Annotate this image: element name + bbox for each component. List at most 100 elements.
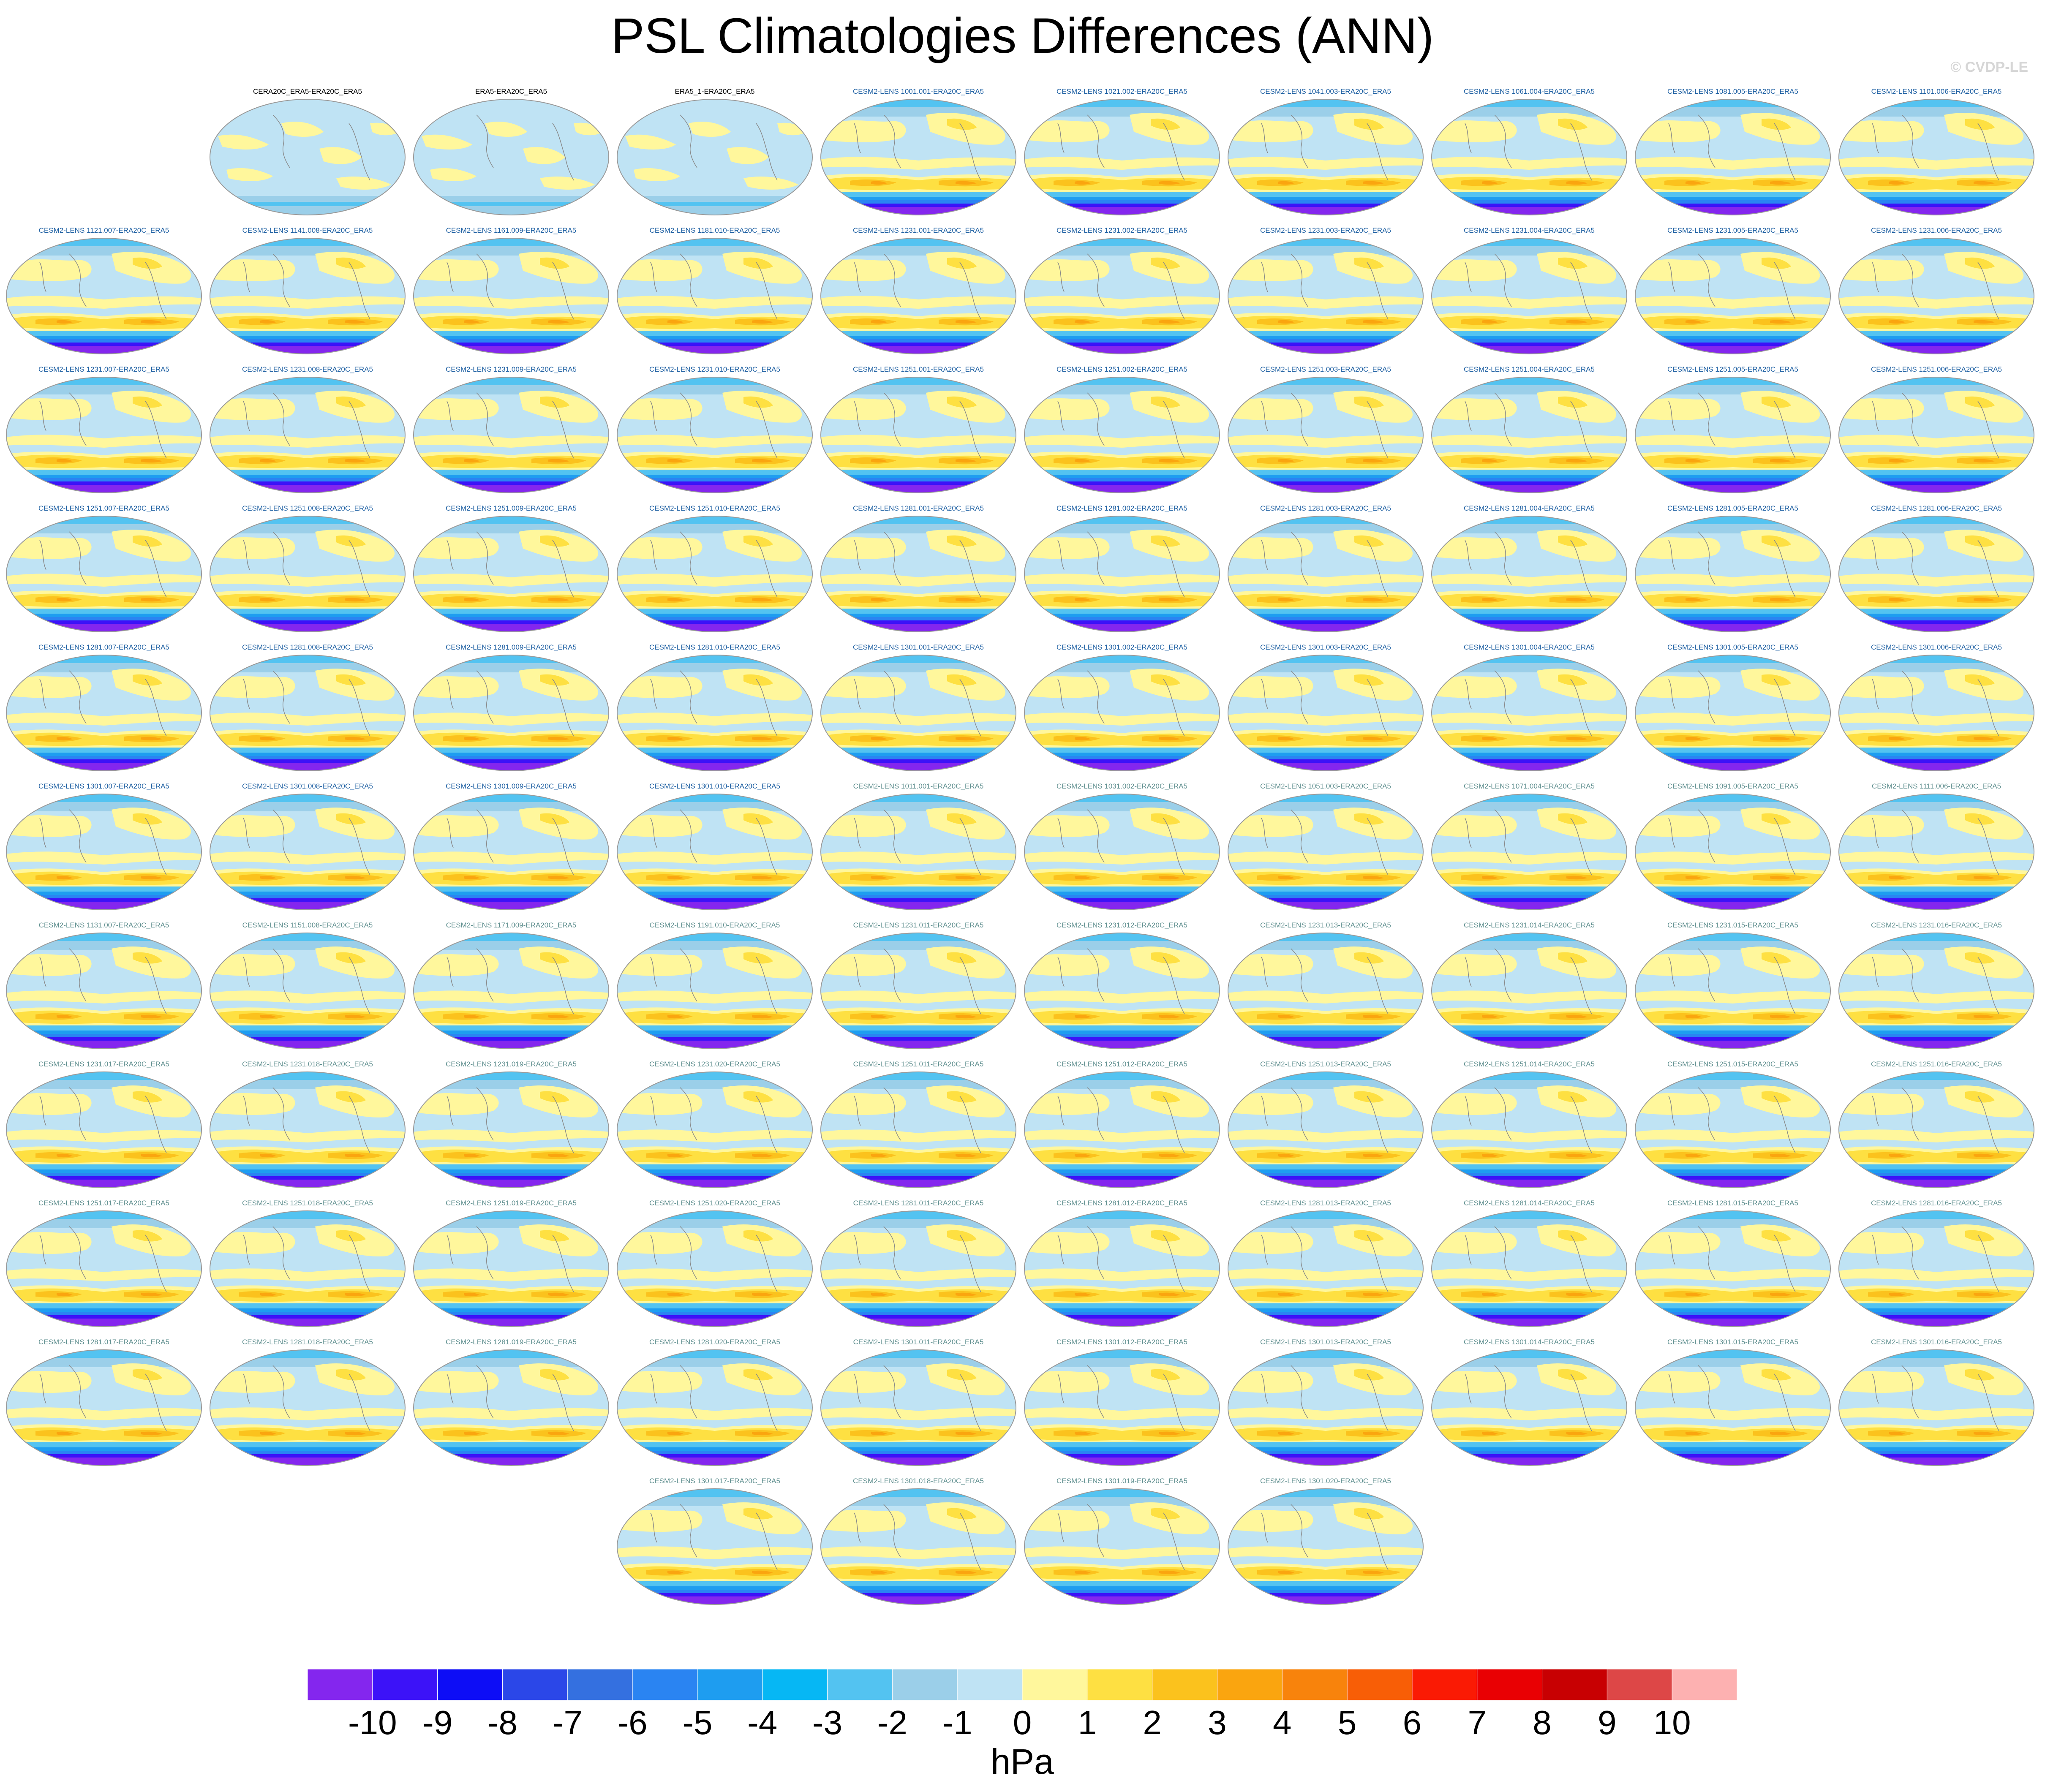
panel-title: CESM2-LENS 1231.010-ERA20C_ERA5 (649, 365, 780, 373)
map-outline (210, 1210, 406, 1327)
colorbar-tick-label: -2 (877, 1704, 907, 1741)
panel-title: CESM2-LENS 1141.008-ERA20C_ERA5 (242, 226, 373, 234)
map-outline (413, 655, 609, 771)
panel-title: CESM2-LENS 1301.006-ERA20C_ERA5 (1871, 643, 2002, 651)
colorbar-swatch (1152, 1669, 1217, 1701)
colorbar-swatch (1217, 1669, 1283, 1701)
map-panel: CESM2-LENS 1281.003-ERA20C_ERA5 (1228, 504, 1424, 632)
map-outline (617, 933, 813, 1049)
map-panel: CESM2-LENS 1231.016-ERA20C_ERA5 (1838, 921, 2034, 1049)
map-outline (820, 1349, 1016, 1466)
map-outline (1838, 1349, 2034, 1466)
map-panel: CESM2-LENS 1301.004-ERA20C_ERA5 (1431, 643, 1627, 771)
panel-title: CERA20C_ERA5-ERA20C_ERA5 (253, 87, 362, 95)
watermark: © CVDP-LE (1950, 59, 2028, 75)
map-panel: CESM2-LENS 1251.006-ERA20C_ERA5 (1838, 365, 2034, 493)
map-panel: CESM2-LENS 1251.011-ERA20C_ERA5 (820, 1060, 1016, 1188)
panel-title: CESM2-LENS 1171.009-ERA20C_ERA5 (446, 921, 577, 929)
map-outline (413, 377, 609, 493)
map-panel: CESM2-LENS 1231.003-ERA20C_ERA5 (1228, 226, 1424, 354)
map-panel: CESM2-LENS 1281.019-ERA20C_ERA5 (413, 1338, 609, 1466)
colorbar-swatch (1087, 1669, 1153, 1701)
panel-title: CESM2-LENS 1251.004-ERA20C_ERA5 (1464, 365, 1595, 373)
panel-title: CESM2-LENS 1281.007-ERA20C_ERA5 (38, 643, 169, 651)
map-outline (210, 794, 406, 910)
map-outline (617, 516, 813, 632)
map-outline (1838, 516, 2034, 632)
map-panel: CESM2-LENS 1251.012-ERA20C_ERA5 (1024, 1060, 1220, 1188)
map-outline (820, 516, 1016, 632)
panel-title: CESM2-LENS 1251.007-ERA20C_ERA5 (38, 504, 169, 512)
colorbar-tick-label: 4 (1273, 1704, 1292, 1741)
map-panel: CESM2-LENS 1251.001-ERA20C_ERA5 (820, 365, 1016, 493)
map-panel: CESM2-LENS 1281.020-ERA20C_ERA5 (617, 1338, 813, 1466)
map-panel: CESM2-LENS 1231.006-ERA20C_ERA5 (1838, 226, 2034, 354)
map-panel: CESM2-LENS 1281.007-ERA20C_ERA5 (6, 643, 202, 771)
map-outline (6, 1210, 202, 1327)
map-panel: CESM2-LENS 1281.016-ERA20C_ERA5 (1838, 1199, 2034, 1327)
panel-title: CESM2-LENS 1231.007-ERA20C_ERA5 (38, 365, 169, 373)
map-outline (413, 1071, 609, 1188)
panel-title: CESM2-LENS 1041.003-ERA20C_ERA5 (1260, 87, 1391, 95)
map-outline (820, 99, 1016, 215)
map-outline (1635, 1071, 1831, 1188)
map-panel: CESM2-LENS 1301.017-ERA20C_ERA5 (617, 1477, 813, 1605)
map-outline (210, 238, 406, 354)
panel-title: CESM2-LENS 1081.005-ERA20C_ERA5 (1667, 87, 1798, 95)
panel-title: CESM2-LENS 1251.015-ERA20C_ERA5 (1667, 1060, 1798, 1068)
map-outline (1431, 516, 1627, 632)
map-panel: CESM2-LENS 1301.020-ERA20C_ERA5 (1228, 1477, 1424, 1605)
map-panel: CESM2-LENS 1251.009-ERA20C_ERA5 (413, 504, 609, 632)
map-panel: CESM2-LENS 1281.013-ERA20C_ERA5 (1228, 1199, 1424, 1327)
panel-title: CESM2-LENS 1301.008-ERA20C_ERA5 (242, 782, 373, 790)
colorbar-tick-label: 1 (1078, 1704, 1097, 1741)
map-panel: CESM2-LENS 1231.020-ERA20C_ERA5 (617, 1060, 813, 1188)
colorbar-swatch (567, 1669, 633, 1701)
panel-title: CESM2-LENS 1161.009-ERA20C_ERA5 (446, 226, 577, 234)
map-panel: CESM2-LENS 1301.014-ERA20C_ERA5 (1431, 1338, 1627, 1466)
panel-title: ERA5_1-ERA20C_ERA5 (675, 87, 755, 95)
map-panel: CESM2-LENS 1281.009-ERA20C_ERA5 (413, 643, 609, 771)
map-panel: CESM2-LENS 1301.008-ERA20C_ERA5 (210, 782, 406, 910)
map-panel: CESM2-LENS 1011.001-ERA20C_ERA5 (820, 782, 1016, 910)
colorbar-swatch (372, 1669, 438, 1701)
map-outline (1228, 1210, 1424, 1327)
map-outline (1635, 1210, 1831, 1327)
panel-title: CESM2-LENS 1101.006-ERA20C_ERA5 (1871, 87, 2002, 95)
colorbar-swatch (1022, 1669, 1088, 1701)
map-panel: CESM2-LENS 1281.006-ERA20C_ERA5 (1838, 504, 2034, 632)
panel-title: CESM2-LENS 1051.003-ERA20C_ERA5 (1260, 782, 1391, 790)
map-outline (413, 933, 609, 1049)
panel-title: CESM2-LENS 1301.014-ERA20C_ERA5 (1464, 1338, 1595, 1346)
map-outline (1228, 238, 1424, 354)
map-panel: CESM2-LENS 1061.004-ERA20C_ERA5 (1431, 87, 1627, 215)
panel-title: CESM2-LENS 1281.020-ERA20C_ERA5 (649, 1338, 780, 1346)
map-panel: CESM2-LENS 1231.012-ERA20C_ERA5 (1024, 921, 1220, 1049)
panel-title: CESM2-LENS 1301.020-ERA20C_ERA5 (1260, 1477, 1391, 1485)
map-panel: CESM2-LENS 1281.015-ERA20C_ERA5 (1635, 1199, 1831, 1327)
colorbar-swatch (1672, 1669, 1737, 1701)
panel-title: CESM2-LENS 1231.008-ERA20C_ERA5 (242, 365, 373, 373)
panel-title: CESM2-LENS 1301.009-ERA20C_ERA5 (446, 782, 577, 790)
panel-title: CESM2-LENS 1251.017-ERA20C_ERA5 (38, 1199, 169, 1207)
map-panel: CESM2-LENS 1231.009-ERA20C_ERA5 (413, 365, 609, 493)
panel-title: CESM2-LENS 1231.009-ERA20C_ERA5 (446, 365, 577, 373)
panel-title: CESM2-LENS 1301.001-ERA20C_ERA5 (853, 643, 984, 651)
panel-title: CESM2-LENS 1281.006-ERA20C_ERA5 (1871, 504, 2002, 512)
map-panel: CESM2-LENS 1281.001-ERA20C_ERA5 (820, 504, 1016, 632)
colorbar-swatch (1412, 1669, 1478, 1701)
map-outline (6, 655, 202, 771)
panel-title: CESM2-LENS 1231.018-ERA20C_ERA5 (242, 1060, 373, 1068)
map-outline (1431, 1349, 1627, 1466)
map-outline (1228, 377, 1424, 493)
panel-title: CESM2-LENS 1301.010-ERA20C_ERA5 (649, 782, 780, 790)
map-panel: CESM2-LENS 1031.002-ERA20C_ERA5 (1024, 782, 1220, 910)
panel-title: CESM2-LENS 1231.011-ERA20C_ERA5 (853, 921, 984, 929)
map-outline (617, 1071, 813, 1188)
map-outline (617, 1488, 813, 1605)
panel-title: CESM2-LENS 1281.014-ERA20C_ERA5 (1464, 1199, 1595, 1207)
panel-title: CESM2-LENS 1231.019-ERA20C_ERA5 (446, 1060, 577, 1068)
panel-title: CESM2-LENS 1231.020-ERA20C_ERA5 (649, 1060, 780, 1068)
panel-title: CESM2-LENS 1251.008-ERA20C_ERA5 (242, 504, 373, 512)
map-outline (820, 1210, 1016, 1327)
